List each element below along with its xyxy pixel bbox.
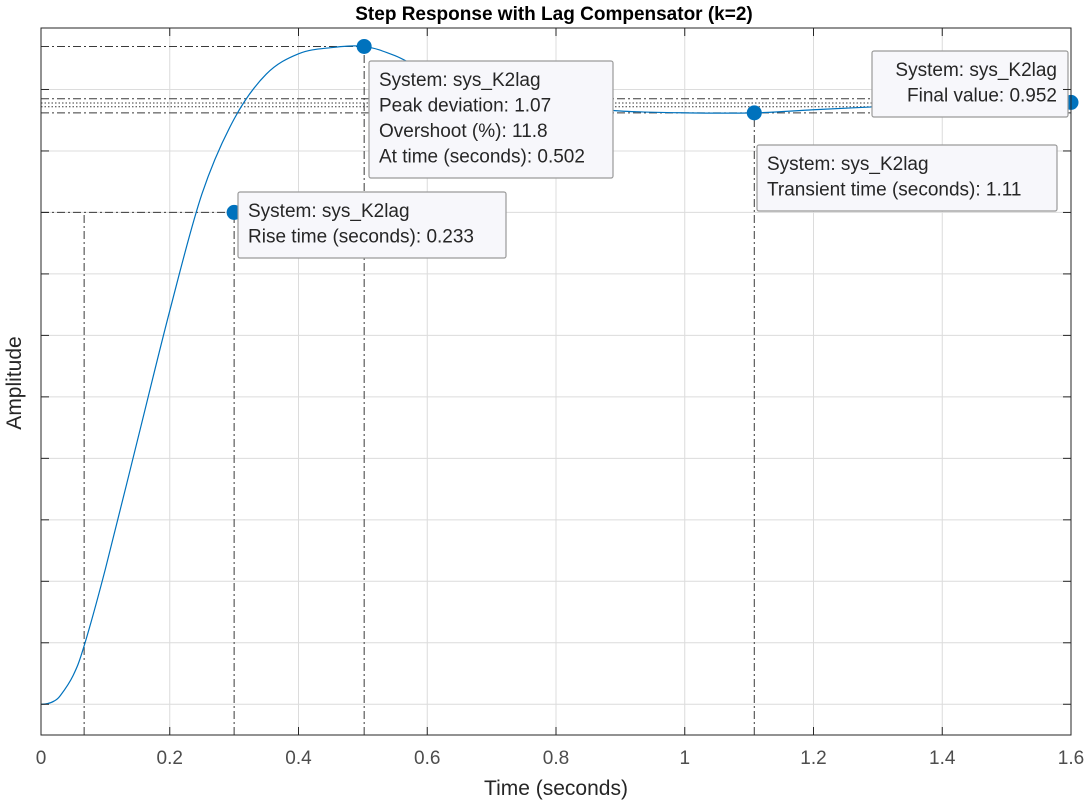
x-tick-label: 1.6 — [1058, 748, 1084, 769]
x-axis-label: Time (seconds) — [484, 777, 628, 800]
datatip-line: System: sys_K2lag — [248, 201, 410, 222]
datatip-box — [237, 191, 507, 259]
datatip-box — [756, 144, 1058, 212]
x-tick-label: 0.6 — [414, 748, 440, 769]
datatip-marker[interactable] — [356, 38, 372, 54]
annotation-tooltips: System: sys_K2lag Peak deviation: 1.07 Ove… — [237, 50, 1069, 259]
x-tick-label: 0.2 — [157, 748, 183, 769]
x-tick-label: 1.4 — [929, 748, 956, 769]
datatip-box — [871, 50, 1069, 118]
datatip-line: System: sys_K2lag — [767, 154, 929, 175]
datatip-line: System: sys_K2lag — [379, 70, 541, 91]
x-tick-label: 1.2 — [800, 748, 826, 769]
datatip-line: Final value: 0.952 — [907, 86, 1057, 107]
chart-title: Step Response with Lag Compensator (k=2) — [355, 4, 753, 25]
y-axis-label: Amplitude — [3, 336, 26, 429]
datatip-box — [368, 60, 614, 179]
datatip-line: System: sys_K2lag — [895, 60, 1057, 81]
x-tick-label: 0 — [36, 748, 47, 769]
datatip-line: Rise time (seconds): 0.233 — [248, 227, 474, 248]
datatip-line: Overshoot (%): 11.8 — [379, 121, 548, 142]
series-line — [40, 45, 1072, 705]
x-tick-label: 0.8 — [543, 748, 569, 769]
datatip-line: Peak deviation: 1.07 — [379, 96, 551, 117]
datatip-line: Transient time (seconds): 1.11 — [767, 180, 1022, 201]
datatip-line: At time (seconds): 0.502 — [379, 147, 585, 168]
x-tick-label: 0.4 — [285, 748, 312, 769]
x-tick-label: 1 — [679, 748, 690, 769]
axis-ticks: 0 0.2 0.4 0.6 0.8 1 1.2 1.4 1.6 — [36, 27, 1084, 769]
datatip-marker[interactable] — [746, 105, 762, 121]
